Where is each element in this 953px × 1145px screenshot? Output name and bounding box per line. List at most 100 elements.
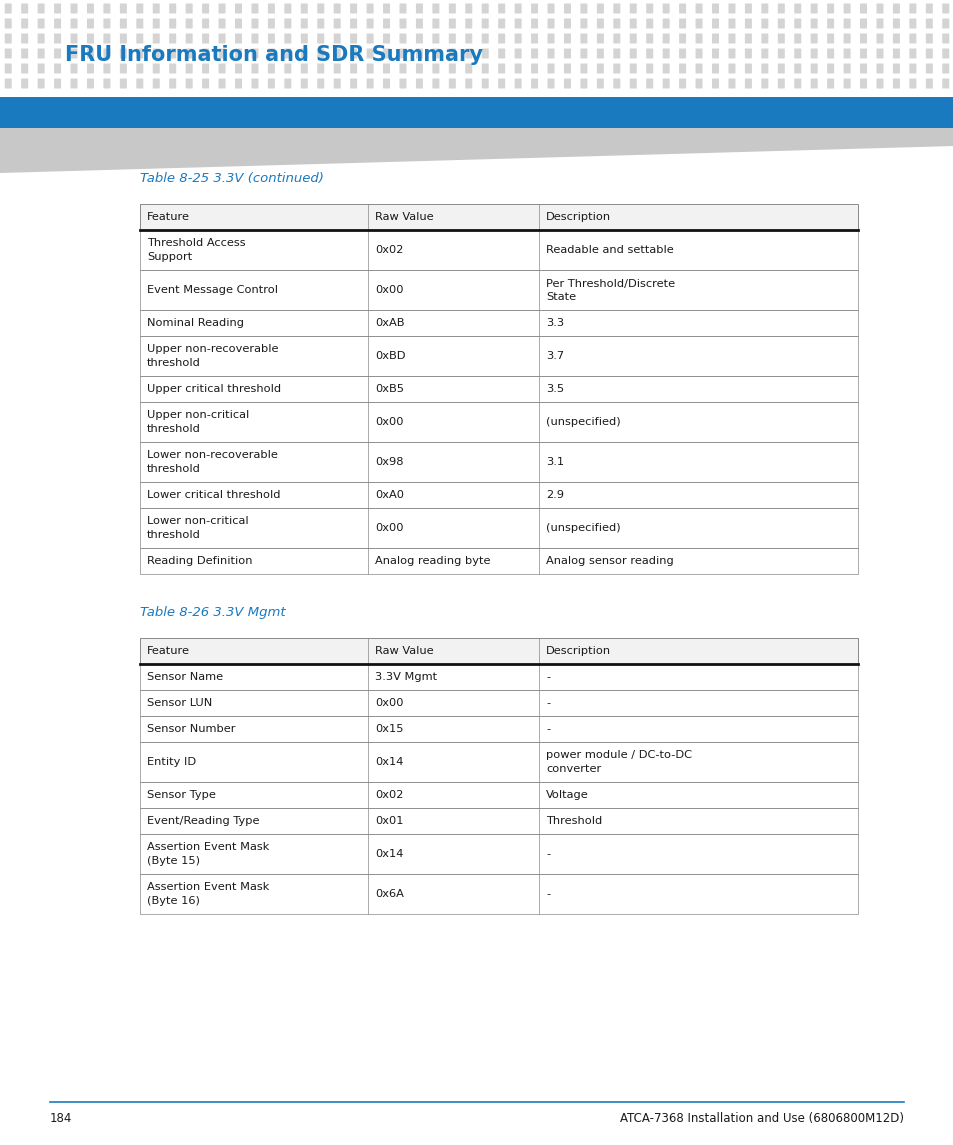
FancyBboxPatch shape <box>629 3 636 14</box>
FancyBboxPatch shape <box>842 18 850 29</box>
Bar <box>140 638 857 664</box>
FancyBboxPatch shape <box>579 48 587 58</box>
Bar <box>140 690 368 716</box>
Text: Analog reading byte: Analog reading byte <box>375 556 490 566</box>
FancyBboxPatch shape <box>547 3 554 14</box>
FancyBboxPatch shape <box>366 3 374 14</box>
FancyBboxPatch shape <box>300 79 308 88</box>
FancyBboxPatch shape <box>662 33 669 44</box>
FancyBboxPatch shape <box>613 3 619 14</box>
FancyBboxPatch shape <box>366 48 374 58</box>
FancyBboxPatch shape <box>186 3 193 14</box>
FancyBboxPatch shape <box>942 48 948 58</box>
Bar <box>140 808 368 834</box>
FancyBboxPatch shape <box>810 33 817 44</box>
FancyBboxPatch shape <box>465 79 472 88</box>
Bar <box>140 808 857 834</box>
Text: Readable and settable: Readable and settable <box>546 245 673 255</box>
Text: Threshold Access: Threshold Access <box>147 238 245 248</box>
FancyBboxPatch shape <box>942 63 948 73</box>
FancyBboxPatch shape <box>695 33 701 44</box>
FancyBboxPatch shape <box>728 79 735 88</box>
FancyBboxPatch shape <box>777 33 784 44</box>
FancyBboxPatch shape <box>679 48 685 58</box>
FancyBboxPatch shape <box>350 63 356 73</box>
FancyBboxPatch shape <box>152 63 159 73</box>
FancyBboxPatch shape <box>399 63 406 73</box>
FancyBboxPatch shape <box>547 33 554 44</box>
FancyBboxPatch shape <box>334 79 340 88</box>
Bar <box>538 808 857 834</box>
FancyBboxPatch shape <box>794 79 801 88</box>
Text: Nominal Reading: Nominal Reading <box>147 318 244 327</box>
Bar <box>368 442 538 482</box>
FancyBboxPatch shape <box>728 3 735 14</box>
FancyBboxPatch shape <box>760 33 767 44</box>
FancyBboxPatch shape <box>629 79 636 88</box>
FancyBboxPatch shape <box>103 33 111 44</box>
FancyBboxPatch shape <box>399 48 406 58</box>
Text: threshold: threshold <box>147 464 201 474</box>
Bar <box>368 230 538 270</box>
FancyBboxPatch shape <box>892 33 899 44</box>
FancyBboxPatch shape <box>629 63 636 73</box>
FancyBboxPatch shape <box>234 33 242 44</box>
Bar <box>538 874 857 914</box>
FancyBboxPatch shape <box>268 48 274 58</box>
FancyBboxPatch shape <box>234 18 242 29</box>
Text: 0x01: 0x01 <box>375 816 403 826</box>
Bar <box>140 716 857 742</box>
FancyBboxPatch shape <box>152 48 159 58</box>
FancyBboxPatch shape <box>186 63 193 73</box>
Text: 0xAB: 0xAB <box>375 318 404 327</box>
FancyBboxPatch shape <box>728 18 735 29</box>
Text: Raw Value: Raw Value <box>375 212 434 222</box>
Text: 3.7: 3.7 <box>546 352 564 361</box>
FancyBboxPatch shape <box>465 18 472 29</box>
Bar <box>140 310 857 335</box>
FancyBboxPatch shape <box>54 79 61 88</box>
FancyBboxPatch shape <box>842 63 850 73</box>
Text: Description: Description <box>546 646 611 656</box>
FancyBboxPatch shape <box>136 18 143 29</box>
FancyBboxPatch shape <box>514 79 521 88</box>
FancyBboxPatch shape <box>234 79 242 88</box>
Bar <box>538 482 857 508</box>
FancyBboxPatch shape <box>711 18 719 29</box>
FancyBboxPatch shape <box>514 33 521 44</box>
FancyBboxPatch shape <box>711 48 719 58</box>
FancyBboxPatch shape <box>252 3 258 14</box>
Text: Upper critical threshold: Upper critical threshold <box>147 384 281 394</box>
FancyBboxPatch shape <box>399 18 406 29</box>
FancyBboxPatch shape <box>860 63 866 73</box>
Bar <box>140 548 857 574</box>
Text: Lower critical threshold: Lower critical threshold <box>147 490 280 500</box>
Bar <box>140 310 368 335</box>
FancyBboxPatch shape <box>416 18 422 29</box>
FancyBboxPatch shape <box>152 18 159 29</box>
Text: Upper non-critical: Upper non-critical <box>147 411 249 420</box>
FancyBboxPatch shape <box>563 79 570 88</box>
FancyBboxPatch shape <box>21 3 29 14</box>
FancyBboxPatch shape <box>662 63 669 73</box>
FancyBboxPatch shape <box>136 63 143 73</box>
FancyBboxPatch shape <box>579 63 587 73</box>
FancyBboxPatch shape <box>268 79 274 88</box>
Bar <box>140 204 368 230</box>
Bar <box>368 638 538 664</box>
Bar <box>368 742 538 782</box>
FancyBboxPatch shape <box>794 63 801 73</box>
Bar <box>140 508 368 548</box>
FancyBboxPatch shape <box>481 3 488 14</box>
Text: -: - <box>546 724 550 734</box>
FancyBboxPatch shape <box>252 18 258 29</box>
FancyBboxPatch shape <box>169 18 176 29</box>
FancyBboxPatch shape <box>777 79 784 88</box>
Text: 184: 184 <box>50 1112 72 1126</box>
FancyBboxPatch shape <box>120 79 127 88</box>
Bar <box>140 335 857 376</box>
FancyBboxPatch shape <box>169 63 176 73</box>
FancyBboxPatch shape <box>432 63 439 73</box>
FancyBboxPatch shape <box>71 48 77 58</box>
FancyBboxPatch shape <box>908 33 916 44</box>
